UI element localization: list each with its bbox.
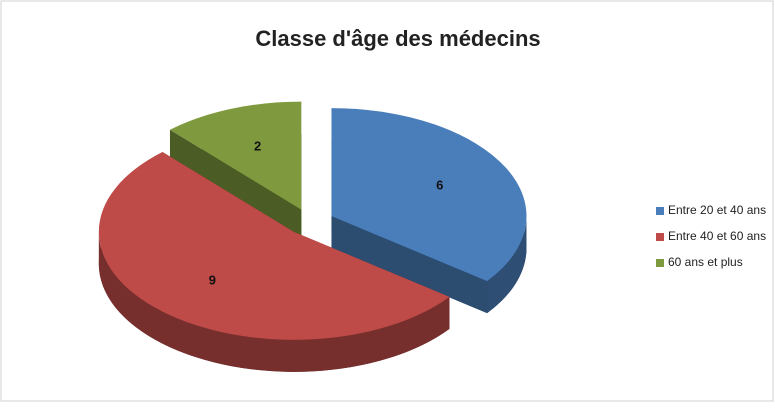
pie-slice (169, 101, 302, 210)
pie-slice (98, 152, 450, 340)
data-label: 2 (254, 139, 261, 154)
legend-swatch (656, 233, 664, 241)
data-label: 9 (209, 273, 216, 288)
slice-side (98, 231, 450, 372)
legend-swatch (656, 207, 664, 215)
data-label: 6 (436, 178, 443, 193)
legend-swatch (656, 259, 664, 267)
chart-title: Classe d'âge des médecins (255, 26, 540, 51)
slice-wall (331, 216, 488, 314)
legend-label: Entre 40 et 60 ans (668, 229, 766, 243)
slice-wall (169, 129, 302, 242)
legend-label: 60 ans et plus (668, 255, 743, 269)
slice-side (487, 216, 527, 314)
pie-slice (331, 108, 527, 282)
legend-label: Entre 20 et 40 ans (668, 203, 766, 217)
